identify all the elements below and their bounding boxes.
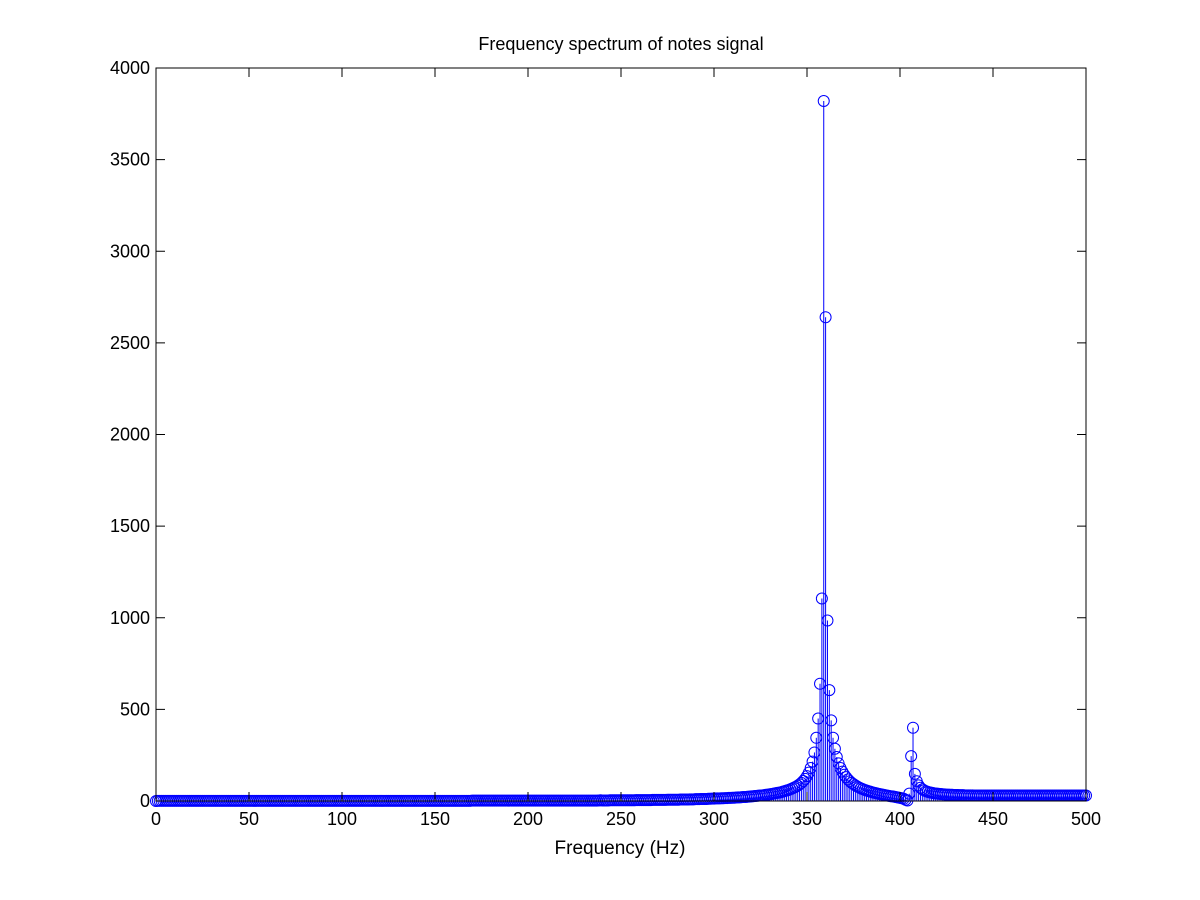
y-axis-ticks: 0 500 1000 1500 2000 2500 3000 3500 4000 xyxy=(110,58,1086,811)
x-tick-label: 450 xyxy=(978,809,1008,829)
stem-marker xyxy=(804,762,817,775)
y-tick-label: 3000 xyxy=(110,241,150,261)
x-tick-label: 250 xyxy=(606,809,636,829)
stem-marker xyxy=(901,794,914,807)
stem-marker xyxy=(823,684,836,697)
x-axis-ticks: 0 50 100 150 200 250 300 350 400 450 500 xyxy=(151,68,1101,829)
y-tick-label: 4000 xyxy=(110,58,150,78)
stem-marker xyxy=(812,712,825,725)
stem-marker xyxy=(806,755,819,768)
stem-marker xyxy=(799,772,812,785)
x-tick-label: 500 xyxy=(1071,809,1101,829)
stem-marker xyxy=(817,94,830,107)
stem-marker xyxy=(905,750,918,763)
stem-marker xyxy=(830,751,843,764)
x-tick-label: 200 xyxy=(513,809,543,829)
stem-marker xyxy=(819,311,832,324)
y-tick-label: 3500 xyxy=(110,150,150,170)
stem-marker xyxy=(908,767,921,780)
stem-marker xyxy=(810,731,823,744)
x-tick-label: 400 xyxy=(885,809,915,829)
x-tick-label: 150 xyxy=(420,809,450,829)
x-axis-label: Frequency (Hz) xyxy=(555,838,686,859)
y-tick-label: 2500 xyxy=(110,333,150,353)
y-tick-label: 2000 xyxy=(110,425,150,445)
y-tick-label: 1500 xyxy=(110,516,150,536)
stem-marker xyxy=(815,592,828,605)
x-tick-label: 100 xyxy=(327,809,357,829)
x-tick-label: 50 xyxy=(239,809,259,829)
stem-marker xyxy=(808,746,821,759)
stem-marker xyxy=(903,787,916,800)
stem-marker xyxy=(825,714,838,727)
y-tick-label: 1000 xyxy=(110,608,150,628)
stem-marker xyxy=(828,742,841,755)
x-tick-label: 0 xyxy=(151,809,161,829)
chart-title: Frequency spectrum of notes signal xyxy=(478,34,763,54)
y-tick-label: 500 xyxy=(120,699,150,719)
plot-area xyxy=(156,68,1086,801)
stem-marker xyxy=(821,614,834,627)
y-tick-label: 0 xyxy=(140,791,150,811)
stem-marker xyxy=(907,721,920,734)
stem-marker xyxy=(814,677,827,690)
x-tick-label: 350 xyxy=(792,809,822,829)
x-tick-label: 300 xyxy=(699,809,729,829)
